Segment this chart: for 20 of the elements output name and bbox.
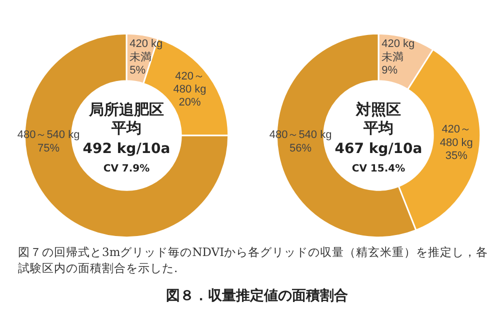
slice-label: 420～ 480 kg	[173, 70, 206, 96]
text: CV 7.9%	[103, 164, 150, 175]
data-label: 5%	[130, 64, 146, 76]
data-label: 35%	[445, 150, 468, 162]
text: CV 15.4%	[352, 164, 406, 175]
text: 局所追肥区	[88, 100, 164, 118]
slice-label: 420 kg 未満	[382, 38, 415, 64]
data-label: 9%	[382, 64, 398, 76]
text: 467 kg/10a	[334, 141, 422, 158]
text: 平均	[110, 119, 142, 138]
data-label: 56%	[290, 142, 312, 154]
text: 平均	[362, 119, 394, 138]
caption: 図７の回帰式と3mグリッド毎のNDVIから各グリッドの収量（精玄米重）を推定し，各試験区内の面積割合を示した.	[18, 245, 490, 276]
slice-label: 420 kg 未満	[130, 38, 163, 64]
text: 対照区	[355, 100, 401, 118]
text: 492 kg/10a	[82, 141, 170, 158]
slice-label: 420～ 480 kg	[440, 124, 473, 149]
data-label: 20%	[178, 96, 202, 109]
data-label: 75%	[38, 142, 60, 154]
caption: 図８．収量推定値の面積割合	[166, 286, 348, 306]
